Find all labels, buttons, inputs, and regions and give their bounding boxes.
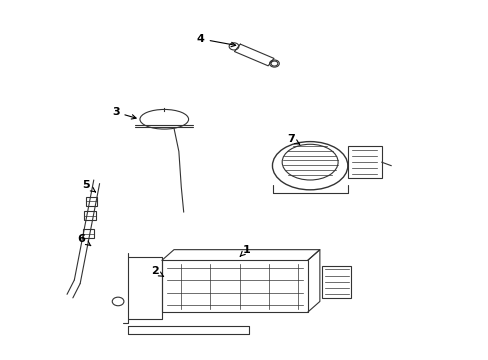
Bar [82, 229, 94, 238]
Bar [322, 266, 351, 298]
Bar [84, 211, 96, 220]
Text: 6: 6 [78, 234, 91, 246]
Text: 3: 3 [112, 107, 136, 119]
Text: 2: 2 [150, 266, 163, 276]
Text: 1: 1 [240, 245, 250, 256]
Text: 5: 5 [82, 180, 95, 192]
Bar [85, 197, 97, 206]
Text: 7: 7 [286, 134, 299, 144]
Text: 4: 4 [196, 34, 235, 47]
Bar [347, 146, 381, 178]
